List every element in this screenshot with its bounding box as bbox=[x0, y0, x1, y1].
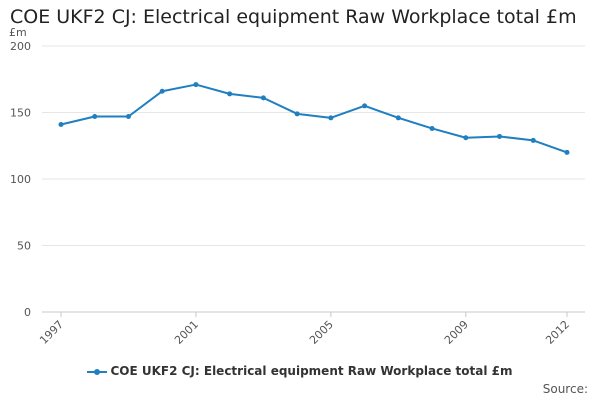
y-axis-label: £m bbox=[9, 26, 27, 39]
gridlines bbox=[42, 45, 585, 313]
y-tick-label: 50 bbox=[17, 240, 31, 253]
data-point bbox=[193, 82, 199, 88]
y-tick-label: 150 bbox=[10, 107, 31, 120]
x-tick-labels: 1997 2001 2005 2009 2012 bbox=[37, 312, 572, 347]
data-point bbox=[429, 125, 435, 131]
x-tick-label: 2005 bbox=[307, 318, 336, 347]
x-tick-label: 2001 bbox=[172, 318, 201, 347]
data-point bbox=[227, 91, 233, 97]
x-tick-label: 2009 bbox=[442, 318, 471, 347]
source-label: Source: bbox=[542, 382, 588, 396]
data-point bbox=[362, 103, 368, 109]
data-point bbox=[260, 95, 266, 101]
data-point bbox=[159, 88, 165, 94]
series-line bbox=[60, 83, 568, 154]
series-layer bbox=[58, 82, 570, 155]
x-tick-label: 2012 bbox=[543, 318, 572, 347]
legend-label: COE UKF2 CJ: Electrical equipment Raw Wo… bbox=[110, 364, 513, 378]
legend-line-icon bbox=[87, 367, 108, 377]
y-tick-label: 0 bbox=[24, 306, 31, 319]
x-tick-label: 1997 bbox=[37, 318, 66, 347]
data-point bbox=[497, 133, 503, 139]
y-tick-labels: 0 50 100 150 200 bbox=[10, 40, 31, 319]
data-point bbox=[294, 111, 300, 117]
legend: COE UKF2 CJ: Electrical equipment Raw Wo… bbox=[0, 364, 600, 378]
chart-title: COE UKF2 CJ: Electrical equipment Raw Wo… bbox=[10, 6, 577, 28]
data-point bbox=[564, 149, 570, 155]
data-point bbox=[92, 113, 98, 119]
data-point bbox=[58, 121, 64, 127]
y-tick-label: 200 bbox=[10, 40, 31, 53]
data-point bbox=[328, 115, 334, 121]
data-point bbox=[463, 135, 469, 141]
data-point bbox=[530, 137, 536, 143]
y-tick-label: 100 bbox=[10, 173, 31, 186]
data-point bbox=[125, 113, 131, 119]
data-point bbox=[395, 115, 401, 121]
